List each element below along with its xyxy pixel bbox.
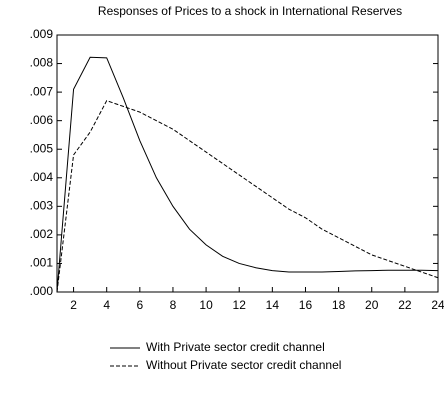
- y-tick-label: .008: [30, 56, 54, 70]
- legend-label: With Private sector credit channel: [146, 340, 325, 354]
- x-tick-label: 22: [398, 298, 412, 312]
- y-tick-label: .001: [30, 256, 54, 270]
- y-tick-label: .007: [30, 84, 54, 98]
- x-tick-label: 18: [332, 298, 346, 312]
- y-tick-label: .000: [30, 284, 54, 298]
- legend-label: Without Private sector credit channel: [146, 358, 341, 372]
- x-tick-label: 14: [266, 298, 280, 312]
- x-tick-label: 2: [70, 298, 77, 312]
- x-tick-label: 6: [136, 298, 143, 312]
- x-tick-label: 8: [170, 298, 177, 312]
- y-tick-label: .003: [30, 199, 54, 213]
- y-tick-label: .006: [30, 113, 54, 127]
- x-tick-label: 16: [299, 298, 313, 312]
- series-line: [56, 56, 439, 293]
- y-tick-label: .004: [30, 170, 54, 184]
- chart-title: Responses of Prices to a shock in Intern…: [98, 4, 402, 18]
- x-tick-label: 24: [431, 298, 444, 312]
- y-tick-label: .002: [30, 227, 54, 241]
- plot-frame: [56, 34, 439, 293]
- x-tick-label: 12: [233, 298, 247, 312]
- y-tick-label: .005: [30, 141, 54, 155]
- x-tick-label: 10: [199, 298, 213, 312]
- x-tick-label: 20: [365, 298, 379, 312]
- y-tick-label: .009: [30, 27, 54, 41]
- series-line: [56, 100, 439, 293]
- x-tick-label: 4: [103, 298, 110, 312]
